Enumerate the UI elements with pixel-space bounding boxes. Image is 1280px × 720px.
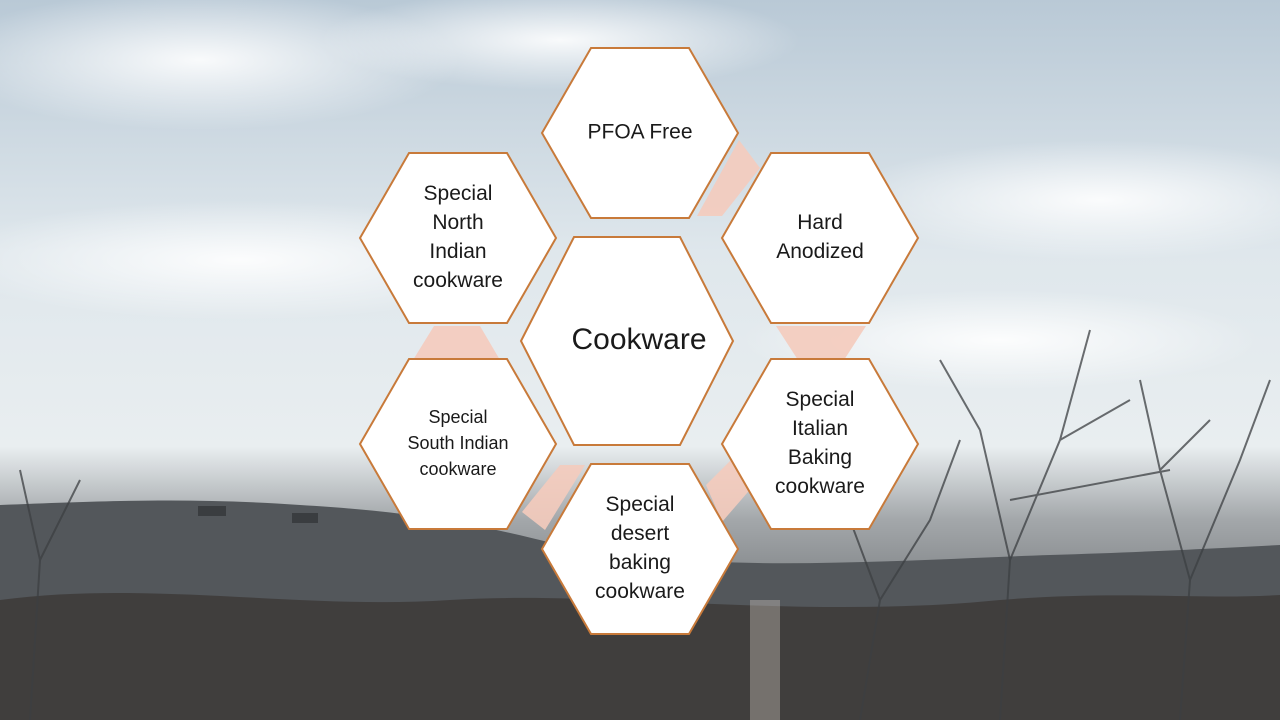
hexagon-label-line: Indian [429,240,486,263]
hexagon-shape [540,463,740,635]
hexagon-label-line: Special [606,493,675,516]
hexagon-label-line: Hard [797,211,843,234]
hexagon-label-line: Special [428,407,487,427]
connector-shape [522,465,585,530]
hexagon-pfoa-free: PFOA Free [540,47,740,219]
hexagon-label-line: cookware [419,459,496,479]
hexagon-shape [540,47,740,219]
hexagon-shape [358,152,558,324]
hexagon-special-south-indian: Special South Indian cookware [358,358,558,530]
building [198,506,226,516]
hexagon-label-line: cookware [775,475,865,498]
building [292,513,318,523]
hexagon-special-north-indian: Special North Indian cookware [358,152,558,324]
hexagon-shape [358,358,558,530]
hexagon-label-line: Italian [792,417,848,440]
hexagon-label-line: Special [786,388,855,411]
hexagon-label-line: baking [609,551,671,574]
hexagon-label-line: cookware [413,269,503,292]
hexagon-label-line: Special [424,182,493,205]
hexagon-label-line: Cookware [571,323,706,356]
connectors [413,140,866,530]
hexagon-shape [720,152,920,324]
hexagon-label-line: desert [611,522,670,545]
connector-shape [697,140,760,216]
cloud [840,140,1280,260]
connector-shape [776,326,866,360]
hexagon-hard-anodized: Hard Anodized [720,152,920,324]
connector-shape [413,326,500,360]
light-flare [750,600,780,720]
hexagon-label-line: PFOA Free [587,121,692,144]
hexagon-label-line: South Indian [407,433,508,453]
hexagon-center-cookware: Cookware [519,236,735,446]
hexagon-cluster: PFOA Free Hard Anodized Special Italian Bakin… [358,47,920,635]
hexagon-shape [519,236,735,446]
hexagon-special-italian-baking: Special Italian Baking cookware [720,358,920,530]
foreground-trees [0,592,1280,720]
hexagon-special-desert-baking: Special desert baking cookware [540,463,740,635]
hexagon-label-line: Baking [788,446,852,469]
hexagon-label-line: cookware [595,580,685,603]
hexagon-label-line: North [432,211,483,234]
hexagon-label-line: Anodized [776,240,864,263]
hexagon-shape [720,358,920,530]
